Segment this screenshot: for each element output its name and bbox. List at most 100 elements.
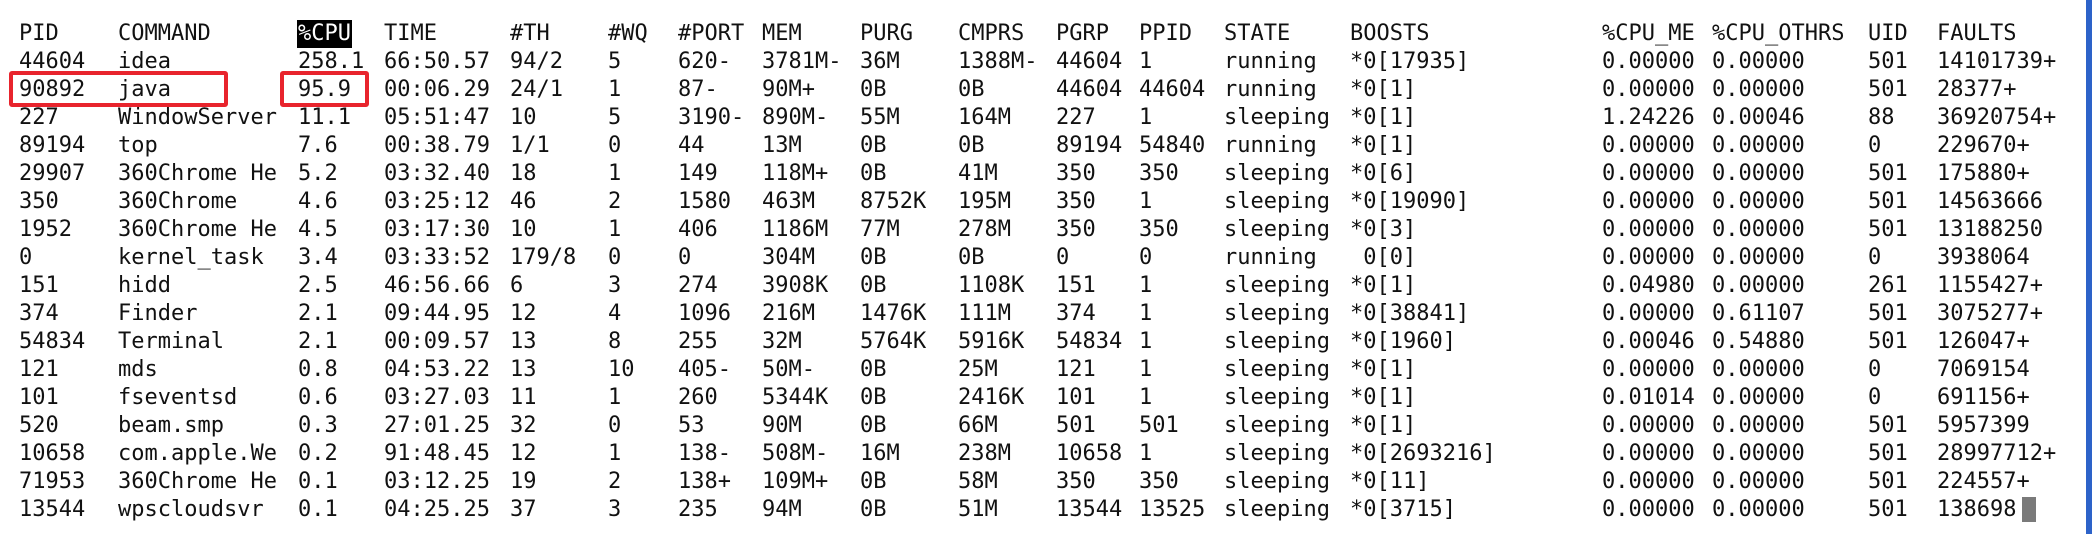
cell-pid: 29907 <box>19 161 86 186</box>
cell-num-wq: 2 <box>608 189 622 214</box>
cell-uid: 501 <box>1868 413 1908 438</box>
cell-purg: 0B <box>860 357 887 382</box>
cell-state: sleeping <box>1224 497 1330 522</box>
cell-boosts: *0[1] <box>1350 77 1417 102</box>
cell-ppid: 350 <box>1139 217 1179 242</box>
cell-boosts: *0[1] <box>1350 413 1417 438</box>
column-header-boosts: BOOSTS <box>1350 21 1430 46</box>
cell-num-wq: 2 <box>608 469 622 494</box>
cell-faults: 138698 <box>1937 497 2017 522</box>
cell-uid: 0 <box>1868 133 1882 158</box>
cell-state: sleeping <box>1224 469 1330 494</box>
cell-time: 46:56.66 <box>384 273 490 298</box>
cell-cmprs: 0B <box>958 133 985 158</box>
column-header-mem: MEM <box>762 21 802 46</box>
cell-num-th: 6 <box>510 273 524 298</box>
cell-mem: 13M <box>762 133 802 158</box>
cell-num-wq: 0 <box>608 133 622 158</box>
cell-purg: 36M <box>860 49 900 74</box>
cell-num-port: 255 <box>678 329 718 354</box>
cell-pct-cpu-othrs: 0.00000 <box>1712 189 1805 214</box>
table-row: 101 fseventsd 0.6 03:27.03 11 1 260 5344K 0B 2416… <box>0 384 2080 412</box>
cell-pct-cpu: 0.1 <box>298 469 338 494</box>
cell-purg: 0B <box>860 469 887 494</box>
cell-pct-cpu: 2.5 <box>298 273 338 298</box>
cell-boosts: *0[17935] <box>1350 49 1470 74</box>
cell-num-wq: 1 <box>608 77 622 102</box>
cell-pgrp: 13544 <box>1056 497 1123 522</box>
cell-time: 04:25.25 <box>384 497 490 522</box>
cell-num-wq: 3 <box>608 273 622 298</box>
cell-cmprs: 1108K <box>958 273 1025 298</box>
column-header-ppid: PPID <box>1139 21 1192 46</box>
cell-pct-cpu: 2.1 <box>298 301 338 326</box>
cell-cmprs: 51M <box>958 497 998 522</box>
column-header-pid: PID <box>19 21 59 46</box>
cell-uid: 501 <box>1868 161 1908 186</box>
cell-faults: 36920754+ <box>1937 105 2057 130</box>
cell-faults: 7069154 <box>1937 357 2030 382</box>
cell-mem: 5344K <box>762 385 829 410</box>
cell-pct-cpu-othrs: 0.00000 <box>1712 217 1805 242</box>
cell-num-th: 94/2 <box>510 49 563 74</box>
cell-num-wq: 1 <box>608 161 622 186</box>
cell-ppid: 350 <box>1139 161 1179 186</box>
cell-pgrp: 44604 <box>1056 77 1123 102</box>
cell-num-port: 0 <box>678 245 692 270</box>
cell-faults: 175880+ <box>1937 161 2030 186</box>
cell-uid: 501 <box>1868 217 1908 242</box>
cell-num-wq: 0 <box>608 413 622 438</box>
cell-command: top <box>118 133 158 158</box>
cell-pgrp: 54834 <box>1056 329 1123 354</box>
cell-pct-cpu-othrs: 0.00046 <box>1712 105 1805 130</box>
cell-num-th: 32 <box>510 413 537 438</box>
cell-pid: 350 <box>19 189 59 214</box>
cell-pct-cpu-me: 0.00000 <box>1602 133 1695 158</box>
cell-pgrp: 121 <box>1056 357 1096 382</box>
cell-mem: 118M+ <box>762 161 829 186</box>
cell-purg: 16M <box>860 441 900 466</box>
cell-purg: 0B <box>860 161 887 186</box>
cell-command: beam.smp <box>118 413 224 438</box>
cell-command: 360Chrome He <box>118 217 277 242</box>
cell-cmprs: 41M <box>958 161 998 186</box>
cell-mem: 304M <box>762 245 815 270</box>
cell-num-port: 149 <box>678 161 718 186</box>
cell-num-th: 12 <box>510 301 537 326</box>
table-row: 227 WindowServer 11.1 05:51:47 10 5 3190- 890M-… <box>0 104 2080 132</box>
cell-state: sleeping <box>1224 189 1330 214</box>
cell-boosts: *0[1] <box>1350 357 1417 382</box>
cell-cmprs: 195M <box>958 189 1011 214</box>
cell-num-port: 405- <box>678 357 731 382</box>
table-row: 13544 wpscloudsvr 0.1 04:25.25 37 3 235 94M 0B 51… <box>0 496 2080 524</box>
cell-state: sleeping <box>1224 273 1330 298</box>
cell-boosts: *0[2693216] <box>1350 441 1496 466</box>
cell-num-wq: 1 <box>608 441 622 466</box>
cell-pct-cpu: 0.1 <box>298 497 338 522</box>
cell-boosts: *0[1] <box>1350 105 1417 130</box>
cell-purg: 77M <box>860 217 900 242</box>
cell-pct-cpu-othrs: 0.00000 <box>1712 497 1805 522</box>
cell-num-wq: 1 <box>608 217 622 242</box>
cell-purg: 0B <box>860 77 887 102</box>
cell-purg: 1476K <box>860 301 927 326</box>
cell-command: hidd <box>118 273 171 298</box>
cell-uid: 501 <box>1868 329 1908 354</box>
column-header-pct-cpu-me: %CPU_ME <box>1602 21 1695 46</box>
cell-faults: 126047+ <box>1937 329 2030 354</box>
cell-pct-cpu-me: 0.00000 <box>1602 49 1695 74</box>
cell-pid: 101 <box>19 385 59 410</box>
cell-command: mds <box>118 357 158 382</box>
cell-faults: 28377+ <box>1937 77 2017 102</box>
cell-time: 00:38.79 <box>384 133 490 158</box>
cell-mem: 3781M- <box>762 49 842 74</box>
column-header-num-port: #PORT <box>678 21 745 46</box>
header-row: PID COMMAND %CPU TIME #TH #WQ #PORT MEM PURG CMPR… <box>0 20 2080 48</box>
cell-pid: 54834 <box>19 329 86 354</box>
cell-ppid: 1 <box>1139 189 1153 214</box>
cell-num-th: 10 <box>510 217 537 242</box>
cell-pct-cpu: 5.2 <box>298 161 338 186</box>
table-row: 89194 top 7.6 00:38.79 1/1 0 44 13M 0B 0B 89194 548… <box>0 132 2080 160</box>
